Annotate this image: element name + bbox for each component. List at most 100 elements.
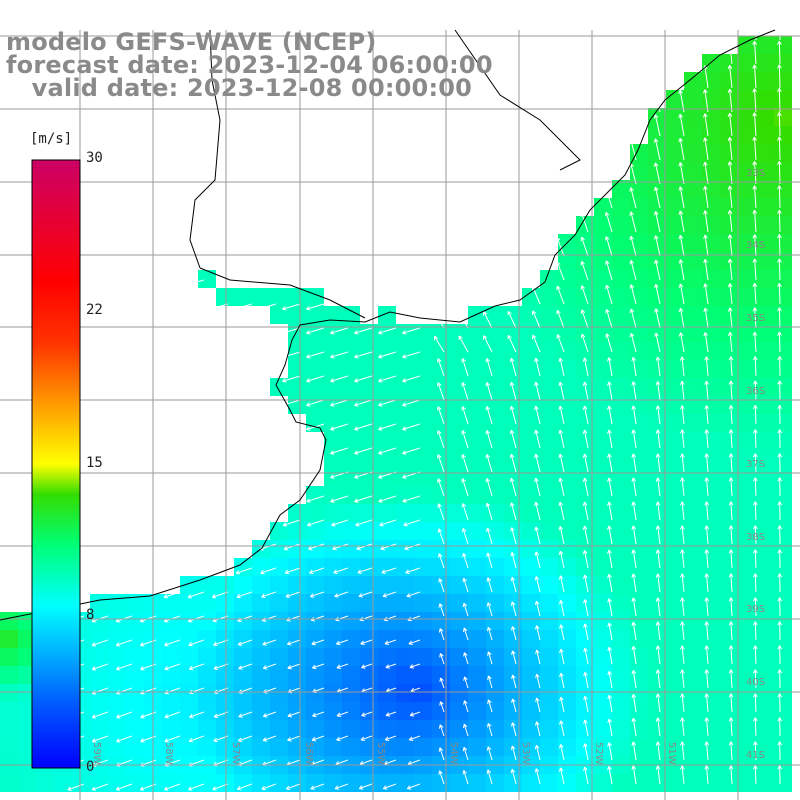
wind-cell [306, 306, 324, 324]
wind-arrow [777, 477, 783, 497]
wind-cell [756, 54, 774, 72]
wind-cell [720, 666, 738, 684]
wind-cell [252, 774, 270, 792]
wind-arrow [678, 186, 685, 209]
wind-arrow [438, 770, 445, 785]
wind-arrow [777, 573, 783, 593]
wind-cell [504, 414, 522, 432]
wind-cell [288, 306, 306, 324]
wind-cell [234, 288, 252, 306]
wind-cell [630, 414, 648, 432]
wind-cell [324, 432, 342, 450]
wind-cell [486, 540, 504, 558]
wind-cell [756, 252, 774, 270]
wind-cell [288, 594, 306, 612]
wind-cell [504, 630, 522, 648]
wind-arrow [580, 333, 589, 353]
wind-arrow [607, 501, 613, 521]
wind-arrow [189, 711, 205, 719]
wind-arrow [186, 279, 205, 287]
wind-arrow [287, 711, 301, 718]
wind-cell [504, 720, 522, 738]
wind-arrow [354, 399, 373, 407]
wind-cell [90, 648, 108, 666]
wind-cell [774, 702, 792, 720]
wind-cell [540, 558, 558, 576]
wind-cell [630, 684, 648, 702]
wind-cell [252, 648, 270, 666]
wind-cell [684, 558, 702, 576]
wind-cell [666, 486, 684, 504]
wind-arrow [535, 649, 541, 665]
wind-arrow [262, 639, 277, 646]
wind-cell [288, 630, 306, 648]
wind-cell [522, 702, 540, 720]
wind-cell [774, 72, 792, 90]
wind-arrow [680, 453, 685, 473]
wind-arrow [485, 454, 493, 473]
wind-arrow [534, 477, 541, 497]
wind-cell [720, 648, 738, 666]
wind-arrow [777, 621, 783, 641]
wind-arrow [312, 711, 325, 718]
wind-cell [360, 396, 378, 414]
wind-cell [738, 36, 756, 54]
wind-cell [270, 738, 288, 756]
wind-cell [684, 504, 702, 522]
wind-arrow [486, 769, 493, 785]
wind-cell [504, 306, 522, 324]
wind-arrow [703, 259, 709, 281]
wind-cell [756, 90, 774, 108]
wind-arrow [702, 113, 709, 137]
wind-arrow [558, 381, 565, 401]
wind-cell [558, 702, 576, 720]
wind-cell [378, 738, 396, 756]
wind-arrow [704, 429, 710, 449]
wind-cell [522, 504, 540, 522]
wind-cell [648, 486, 666, 504]
wind-cell [702, 648, 720, 666]
wind-cell [432, 360, 450, 378]
wind-arrow [334, 591, 349, 598]
wind-cell [162, 738, 180, 756]
wind-arrow [680, 717, 685, 737]
wind-arrow [485, 358, 493, 377]
wind-arrow [439, 677, 445, 689]
wind-arrow [378, 447, 397, 455]
wind-cell [486, 630, 504, 648]
wind-cell [720, 324, 738, 342]
wind-arrow [680, 693, 685, 713]
wind-cell [774, 198, 792, 216]
wind-cell [432, 414, 450, 432]
wind-arrow [188, 639, 205, 647]
wind-cell [450, 684, 468, 702]
wind-cell [414, 540, 432, 558]
wind-cell [774, 54, 792, 72]
wind-cell [612, 414, 630, 432]
wind-cell [288, 504, 306, 522]
wind-cell [612, 288, 630, 306]
wind-cell [216, 630, 234, 648]
wind-cell [360, 576, 378, 594]
wind-arrow [406, 591, 421, 598]
wind-cell [270, 648, 288, 666]
wind-cell [432, 594, 450, 612]
wind-arrow [188, 783, 205, 791]
wind-cell [486, 612, 504, 630]
wind-arrow [534, 576, 541, 593]
wind-cell [396, 558, 414, 576]
wind-cell [0, 720, 18, 738]
wind-cell [666, 594, 684, 612]
wind-cell [684, 252, 702, 270]
wind-cell [396, 648, 414, 666]
wind-cell [612, 252, 630, 270]
wind-arrow [402, 327, 421, 335]
wind-cell [0, 666, 18, 684]
wind-cell [702, 252, 720, 270]
wind-cell [702, 504, 720, 522]
wind-cell [288, 720, 306, 738]
wind-arrow [311, 639, 325, 646]
wind-arrow [653, 186, 661, 209]
wind-arrow [727, 137, 733, 161]
wind-cell [558, 630, 576, 648]
